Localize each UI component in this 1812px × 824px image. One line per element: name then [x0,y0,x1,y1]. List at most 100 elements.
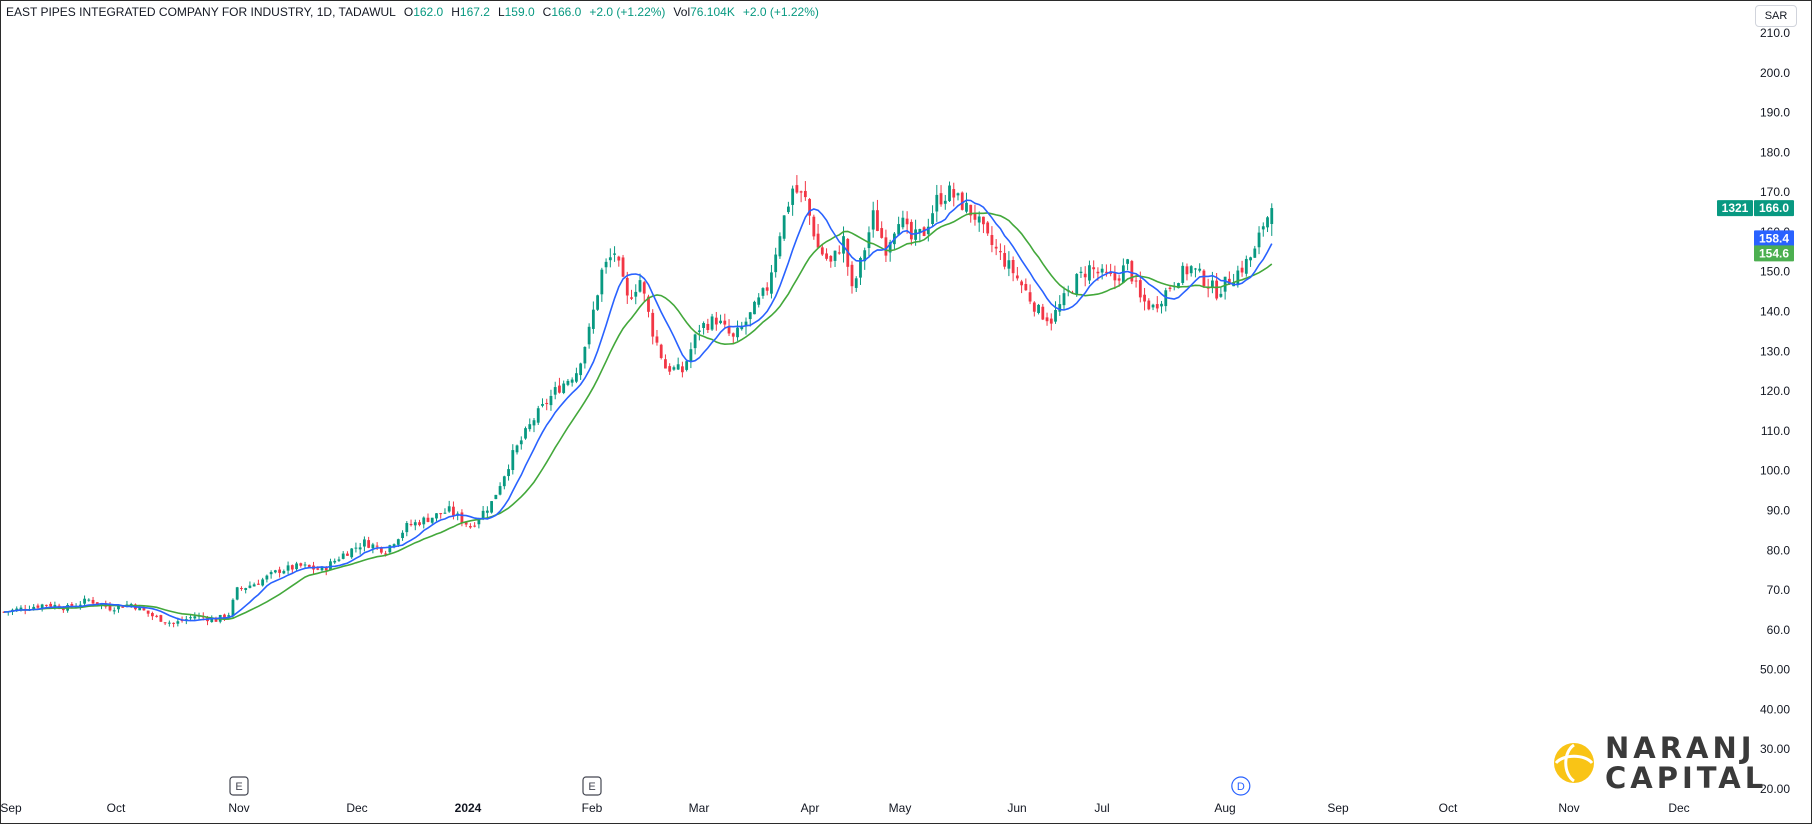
x-tick-label: Sep [1327,801,1349,815]
candle-body [1020,281,1023,286]
candle [155,614,159,618]
candle [1240,260,1244,277]
price-axis[interactable]: 210.0200.0190.0180.0170.0160.0150.0140.0… [1760,26,1790,796]
candle [1270,203,1274,236]
candle-body [1189,266,1193,274]
symbol-title[interactable]: EAST PIPES INTEGRATED COMPANY FOR INDUST… [6,5,396,19]
candle-body [36,605,40,608]
candle-body [1054,309,1057,322]
candle [240,586,243,591]
candle-body [379,547,383,553]
candle-body [1206,287,1210,289]
legend-close-value: 166.0 [551,5,582,19]
candle [1181,262,1185,285]
candle [990,226,994,253]
candle [295,561,298,571]
dividend-marker[interactable]: D [1231,776,1251,796]
candle-body [358,547,362,550]
candle [939,185,943,207]
x-tick-label: 2024 [455,801,482,815]
candle-body [329,561,332,571]
candle-body [969,204,973,216]
candle-body [816,233,820,248]
candle-body [392,544,396,547]
candle [1185,263,1189,281]
candle-body [1134,280,1138,282]
candle-body [884,237,888,256]
candle-body [931,213,934,225]
candle-body [1160,303,1163,307]
candle-body [367,540,371,548]
candle-body [1177,283,1180,289]
candle [994,239,998,256]
candle-body [112,610,116,612]
x-tick-label: Oct [1439,801,1458,815]
candle-body [787,206,790,213]
candle-body [502,476,506,487]
naranj-capital-logo: NARANJ CAPITAL [1553,733,1767,793]
legend-open-value: 162.0 [413,5,444,19]
candle [977,211,981,232]
candle [1058,295,1062,316]
candle-body [625,277,629,296]
candle [422,516,426,529]
candle-body [587,326,591,345]
candle [193,612,197,621]
y-tick-label: 170.0 [1760,185,1790,199]
candle [727,319,731,337]
candle [1100,264,1104,280]
candle [871,201,875,238]
candle-body [350,548,354,558]
candle-body [770,272,773,294]
candle-body [282,571,286,574]
candle [829,255,833,268]
candle-body [460,512,464,523]
candle-body [1143,294,1146,302]
candle-body [977,216,981,223]
candle-body [939,193,943,205]
last-price-countdown: 1321 [1717,200,1753,217]
candle [816,223,820,248]
candle [1037,303,1040,315]
legend-low-label: L [497,5,505,19]
candle-body [252,584,256,587]
candle-body [422,517,426,525]
y-tick-label: 50.00 [1760,663,1790,677]
candle [710,313,714,331]
candle-body [1147,300,1151,310]
candle [511,444,515,475]
candle-body [647,296,650,312]
candle-body [693,334,697,349]
candle-body [265,575,269,580]
candle-body [918,229,922,233]
candle [346,551,349,556]
candle [278,566,281,578]
time-axis[interactable]: Sep Oct Nov Dec 2024 Feb Mar Apr May Jun Jul Aug Sep… [0,801,1689,815]
earnings-marker[interactable]: E [229,776,249,796]
candle [1219,287,1223,298]
candle [388,544,392,555]
candle [562,380,566,395]
candle-body [257,583,260,585]
y-tick-label: 210.0 [1760,26,1790,40]
candle [1062,286,1066,311]
candle-body [986,222,990,234]
candle [795,175,799,194]
ma-fast-line [3,199,1273,622]
x-tick-label: Sep [0,801,22,815]
candle-body [435,513,438,519]
currency-button[interactable]: SAR [1755,5,1797,27]
candle [1032,301,1036,317]
candle-body [982,216,985,225]
candle-body [40,604,44,609]
candle [1147,298,1151,311]
candle-body [765,287,769,291]
y-tick-label: 190.0 [1760,106,1790,120]
candle [1244,255,1248,277]
candle [541,398,544,408]
candle-body [999,251,1002,253]
earnings-marker[interactable]: E [582,776,602,796]
candle-body [443,512,447,514]
candle [303,561,307,568]
